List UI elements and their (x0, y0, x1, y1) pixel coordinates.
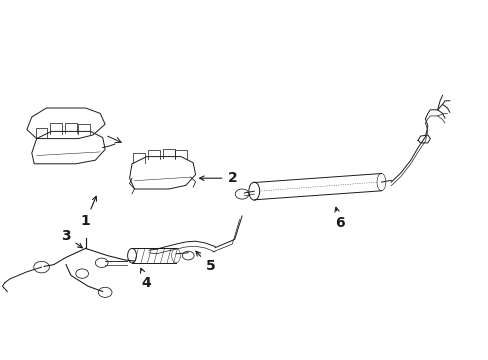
Text: 6: 6 (334, 207, 344, 230)
Text: 5: 5 (196, 251, 215, 273)
Text: 2: 2 (199, 171, 237, 185)
Text: 1: 1 (81, 196, 96, 228)
Text: 3: 3 (61, 229, 82, 248)
Text: 4: 4 (140, 268, 151, 289)
